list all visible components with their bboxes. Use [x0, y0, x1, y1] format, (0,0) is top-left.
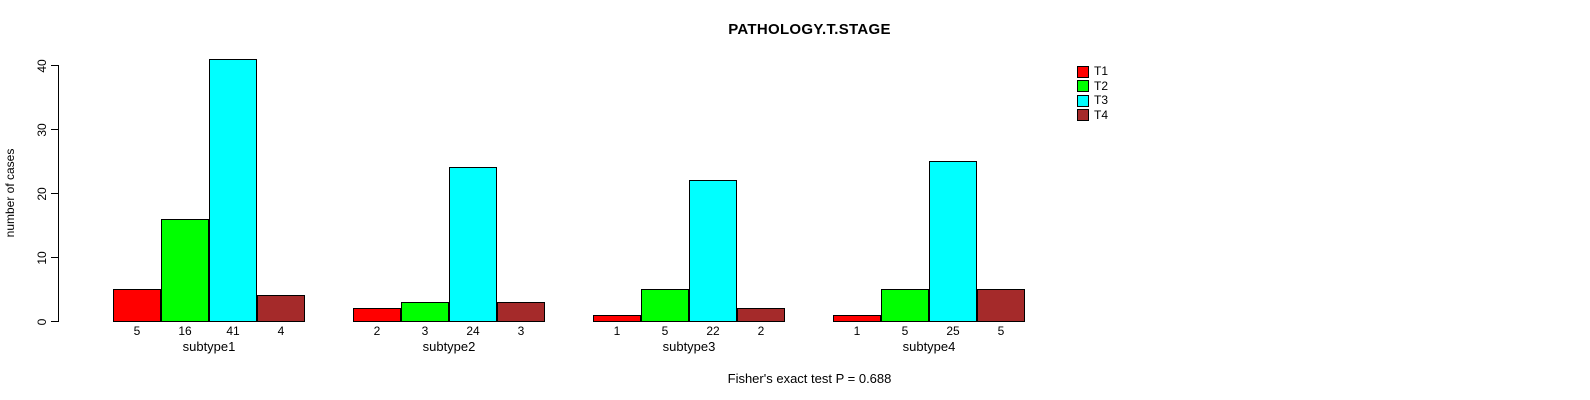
category-label-subtype3: subtype3: [662, 339, 716, 354]
chart-title: PATHOLOGY.T.STAGE: [728, 21, 891, 38]
bar-t4-subtype4: [977, 289, 1025, 322]
y-tick-label: 30: [35, 122, 49, 137]
y-tick-label: 40: [35, 58, 49, 73]
legend-swatch-t3: [1077, 94, 1089, 107]
bar-t1-subtype2: [353, 308, 401, 322]
y-tick-label: 20: [35, 186, 49, 201]
legend-label: T2: [1094, 78, 1109, 93]
legend-swatch-t4: [1077, 109, 1089, 121]
bar-t4-subtype2: [497, 302, 545, 322]
category-label-subtype2: subtype2: [422, 339, 476, 354]
bar-value-label: 24: [466, 324, 480, 338]
bar-value-label: 5: [901, 324, 909, 338]
bar-t3-subtype3: [689, 180, 737, 322]
bar-value-label: 25: [946, 324, 960, 338]
legend-item-t1: T1: [1077, 65, 1108, 78]
category-label-subtype1: subtype1: [182, 339, 236, 354]
bar-t3-subtype1: [209, 59, 257, 322]
y-tick-mark: [51, 257, 58, 258]
y-tick-mark: [51, 193, 58, 194]
bar-t1-subtype1: [113, 289, 161, 322]
y-tick-label: 0: [35, 318, 49, 325]
fisher-test-note: Fisher's exact test P = 0.688: [727, 371, 892, 386]
bar-t2-subtype1: [161, 219, 209, 322]
bar-value-label: 3: [421, 324, 429, 338]
bar-t3-subtype2: [449, 167, 497, 322]
bar-value-label: 1: [613, 324, 621, 338]
y-tick-mark: [51, 65, 58, 66]
bar-t3-subtype4: [929, 161, 977, 322]
y-axis-label: number of cases: [3, 148, 17, 238]
bar-value-label: 5: [997, 324, 1005, 338]
bar-t2-subtype3: [641, 289, 689, 322]
y-tick-label: 10: [35, 250, 49, 265]
y-tick-mark: [51, 321, 58, 322]
legend-label: T3: [1094, 93, 1109, 107]
legend-swatch-t1: [1077, 65, 1089, 78]
bar-value-label: 2: [373, 324, 381, 338]
category-label-subtype4: subtype4: [902, 339, 956, 354]
bar-value-label: 1: [853, 324, 861, 338]
bar-t4-subtype1: [257, 295, 305, 322]
bar-value-label: 5: [661, 324, 669, 338]
legend-item-t2: T2: [1077, 78, 1109, 93]
bar-value-label: 16: [178, 324, 192, 338]
bar-value-label: 5: [133, 324, 141, 338]
y-tick-mark: [51, 129, 58, 130]
bar-t2-subtype4: [881, 289, 929, 322]
legend-label: T1: [1094, 64, 1109, 78]
legend-swatch-t2: [1077, 80, 1089, 92]
bar-value-label: 41: [226, 324, 240, 338]
y-axis-line: [58, 65, 59, 322]
bar-value-label: 3: [517, 324, 525, 338]
legend-item-t4: T4: [1077, 107, 1109, 122]
bar-t4-subtype3: [737, 308, 785, 322]
legend-item-t3: T3: [1077, 94, 1108, 107]
bar-value-label: 22: [706, 324, 720, 338]
legend-label: T4: [1094, 107, 1109, 122]
bar-value-label: 2: [757, 324, 765, 338]
bar-t1-subtype3: [593, 315, 641, 322]
bar-value-label: 4: [277, 324, 285, 338]
bar-t2-subtype2: [401, 302, 449, 322]
bar-t1-subtype4: [833, 315, 881, 322]
